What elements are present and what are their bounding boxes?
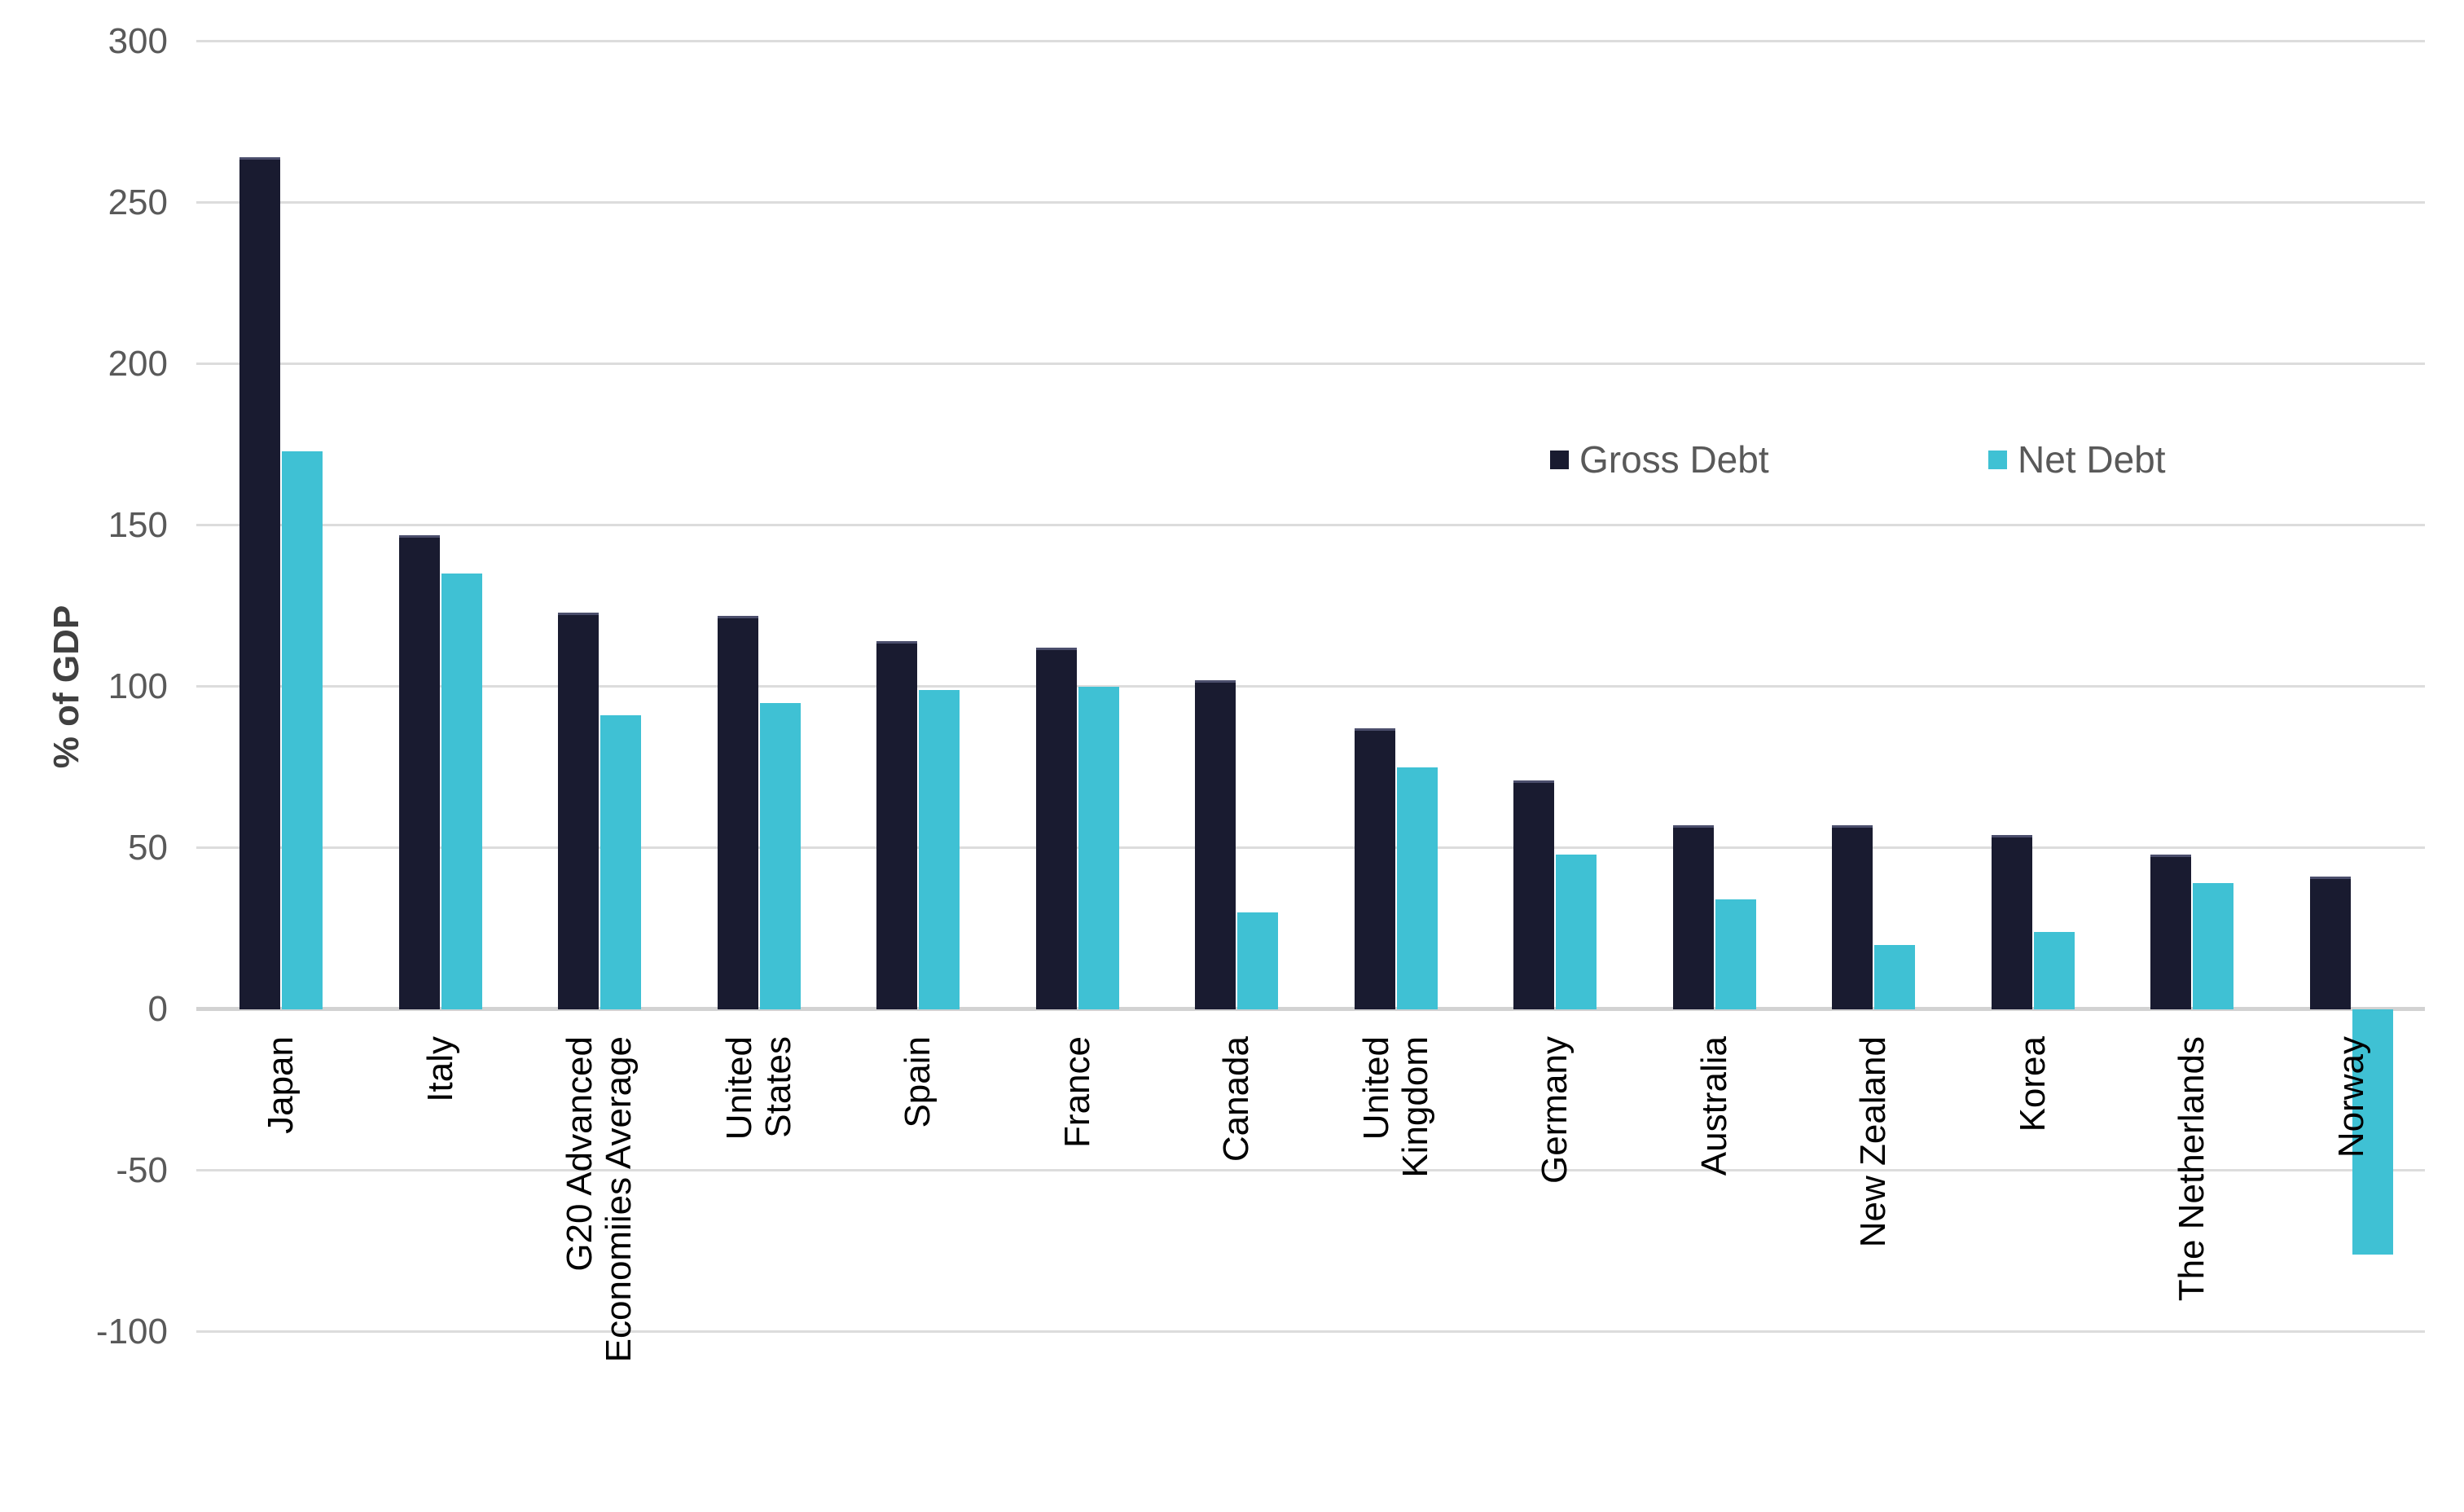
bar-gross-12 [2150,854,2191,1009]
bar-net-0 [282,451,323,1009]
bar-gross-9 [1672,824,1714,1009]
bar-gross-6 [1195,679,1236,1009]
bar-net-3 [759,702,801,1009]
y-tick-label--100: -100 [95,1311,168,1352]
y-tick-label--50: -50 [116,1149,168,1190]
zero-axis-line [196,1007,2425,1012]
bar-net-8 [1556,854,1597,1009]
bar-net-5 [1078,686,1119,1009]
legend-item-net-debt: Net Debt [1988,437,2166,482]
bar-net-13 [2352,1009,2393,1255]
gridline-250 [196,201,2425,204]
bar-gross-10 [1832,824,1873,1009]
bar-net-2 [600,715,641,1009]
legend-item-gross-debt: Gross Debt [1550,437,1769,482]
bar-net-6 [1237,912,1278,1009]
bar-net-1 [441,574,482,1009]
y-tick-label-50: 50 [128,827,168,868]
bar-net-10 [1874,944,1915,1009]
bar-gross-0 [239,157,280,1009]
bar-net-7 [1396,767,1438,1009]
gridline-200 [196,363,2425,366]
x-tick-label-5: France [1056,1036,1097,1148]
x-tick-label-2: G20 Advanced Economiies Average [560,1036,639,1363]
y-tick-label-300: 300 [108,20,168,61]
y-tick-label-100: 100 [108,666,168,706]
x-tick-label-10: New Zealand [1853,1036,1893,1248]
bar-gross-5 [1035,648,1077,1009]
x-tick-label-9: Australia [1693,1036,1734,1176]
net-debt-swatch-icon [1988,450,2007,469]
bar-gross-2 [558,612,599,1009]
bar-net-11 [2033,931,2075,1009]
x-tick-label-12: The Netherlands [2172,1036,2211,1302]
gridline-150 [196,524,2425,527]
gridline-300 [196,40,2425,43]
y-tick-label-150: 150 [108,504,168,545]
bar-gross-13 [2309,877,2351,1009]
y-tick-label-200: 200 [108,343,168,384]
gridline-50 [196,846,2425,850]
bar-gross-4 [876,641,917,1009]
gridline-100 [196,685,2425,688]
x-tick-label-13: Norway [2330,1036,2371,1158]
bar-net-4 [919,689,960,1009]
bar-gross-7 [1354,728,1395,1009]
x-tick-label-4: Spain [898,1036,938,1128]
x-tick-label-6: Canada [1216,1036,1256,1163]
x-tick-label-7: United Kingdom [1355,1036,1435,1178]
legend-label-net-debt: Net Debt [2018,438,2166,481]
y-tick-label-0: 0 [147,988,168,1029]
y-axis-title: % of GDP [46,604,86,769]
y-tick-label-250: 250 [108,182,168,222]
gross-debt-swatch-icon [1550,450,1569,469]
bar-net-12 [2193,883,2233,1009]
bar-gross-8 [1513,780,1554,1009]
gridline--50 [196,1169,2425,1172]
legend-label-gross-debt: Gross Debt [1579,438,1769,481]
gridline--100 [196,1330,2425,1334]
x-tick-label-11: Korea [2012,1036,2053,1132]
bar-net-9 [1715,899,1756,1009]
bar-gross-11 [1991,834,2032,1009]
bar-gross-1 [398,534,440,1009]
x-tick-label-0: Japan [261,1036,301,1134]
x-tick-label-1: Italy [419,1036,460,1102]
x-tick-label-3: United States [718,1036,798,1141]
bar-gross-3 [717,615,758,1009]
x-tick-label-8: Germany [1535,1036,1575,1184]
